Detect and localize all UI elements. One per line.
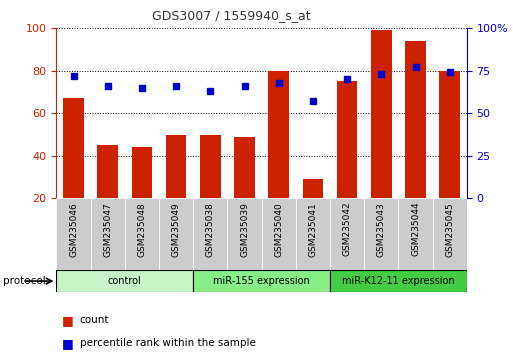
Text: GSM235039: GSM235039 — [240, 202, 249, 257]
Bar — [63, 98, 84, 198]
Text: GSM235041: GSM235041 — [308, 202, 318, 257]
Text: GSM235048: GSM235048 — [137, 202, 146, 257]
Text: GSM235043: GSM235043 — [377, 202, 386, 257]
Bar — [303, 179, 323, 198]
Text: ■: ■ — [62, 337, 73, 350]
Text: protocol: protocol — [3, 276, 45, 286]
Text: count: count — [80, 315, 109, 325]
Bar — [440, 71, 460, 198]
Text: GSM235046: GSM235046 — [69, 202, 78, 257]
Bar — [56, 198, 91, 271]
Bar — [159, 198, 193, 271]
Text: GSM235042: GSM235042 — [343, 202, 351, 257]
Bar — [399, 198, 432, 271]
Bar — [200, 135, 221, 198]
Bar — [91, 198, 125, 271]
Bar — [227, 198, 262, 271]
Bar — [234, 137, 255, 198]
Text: control: control — [108, 276, 142, 286]
Text: GSM235044: GSM235044 — [411, 202, 420, 257]
Bar — [330, 270, 467, 292]
Bar — [337, 81, 358, 198]
Bar — [125, 198, 159, 271]
Bar — [330, 198, 364, 271]
Bar — [97, 145, 118, 198]
Text: GSM235045: GSM235045 — [445, 202, 454, 257]
Text: miR-155 expression: miR-155 expression — [213, 276, 310, 286]
Bar — [193, 270, 330, 292]
Bar — [364, 198, 399, 271]
Bar — [371, 30, 391, 198]
Text: GSM235038: GSM235038 — [206, 202, 215, 257]
Bar — [193, 198, 227, 271]
Bar — [432, 198, 467, 271]
Bar — [166, 135, 186, 198]
Bar — [132, 147, 152, 198]
Text: GSM235047: GSM235047 — [103, 202, 112, 257]
Text: GSM235040: GSM235040 — [274, 202, 283, 257]
Bar — [296, 198, 330, 271]
Text: GDS3007 / 1559940_s_at: GDS3007 / 1559940_s_at — [151, 9, 310, 22]
Bar — [262, 198, 296, 271]
Bar — [268, 71, 289, 198]
Text: percentile rank within the sample: percentile rank within the sample — [80, 338, 255, 348]
Bar — [56, 270, 193, 292]
Text: GSM235049: GSM235049 — [172, 202, 181, 257]
Text: ■: ■ — [62, 314, 73, 327]
Bar — [405, 41, 426, 198]
Text: miR-K12-11 expression: miR-K12-11 expression — [342, 276, 455, 286]
